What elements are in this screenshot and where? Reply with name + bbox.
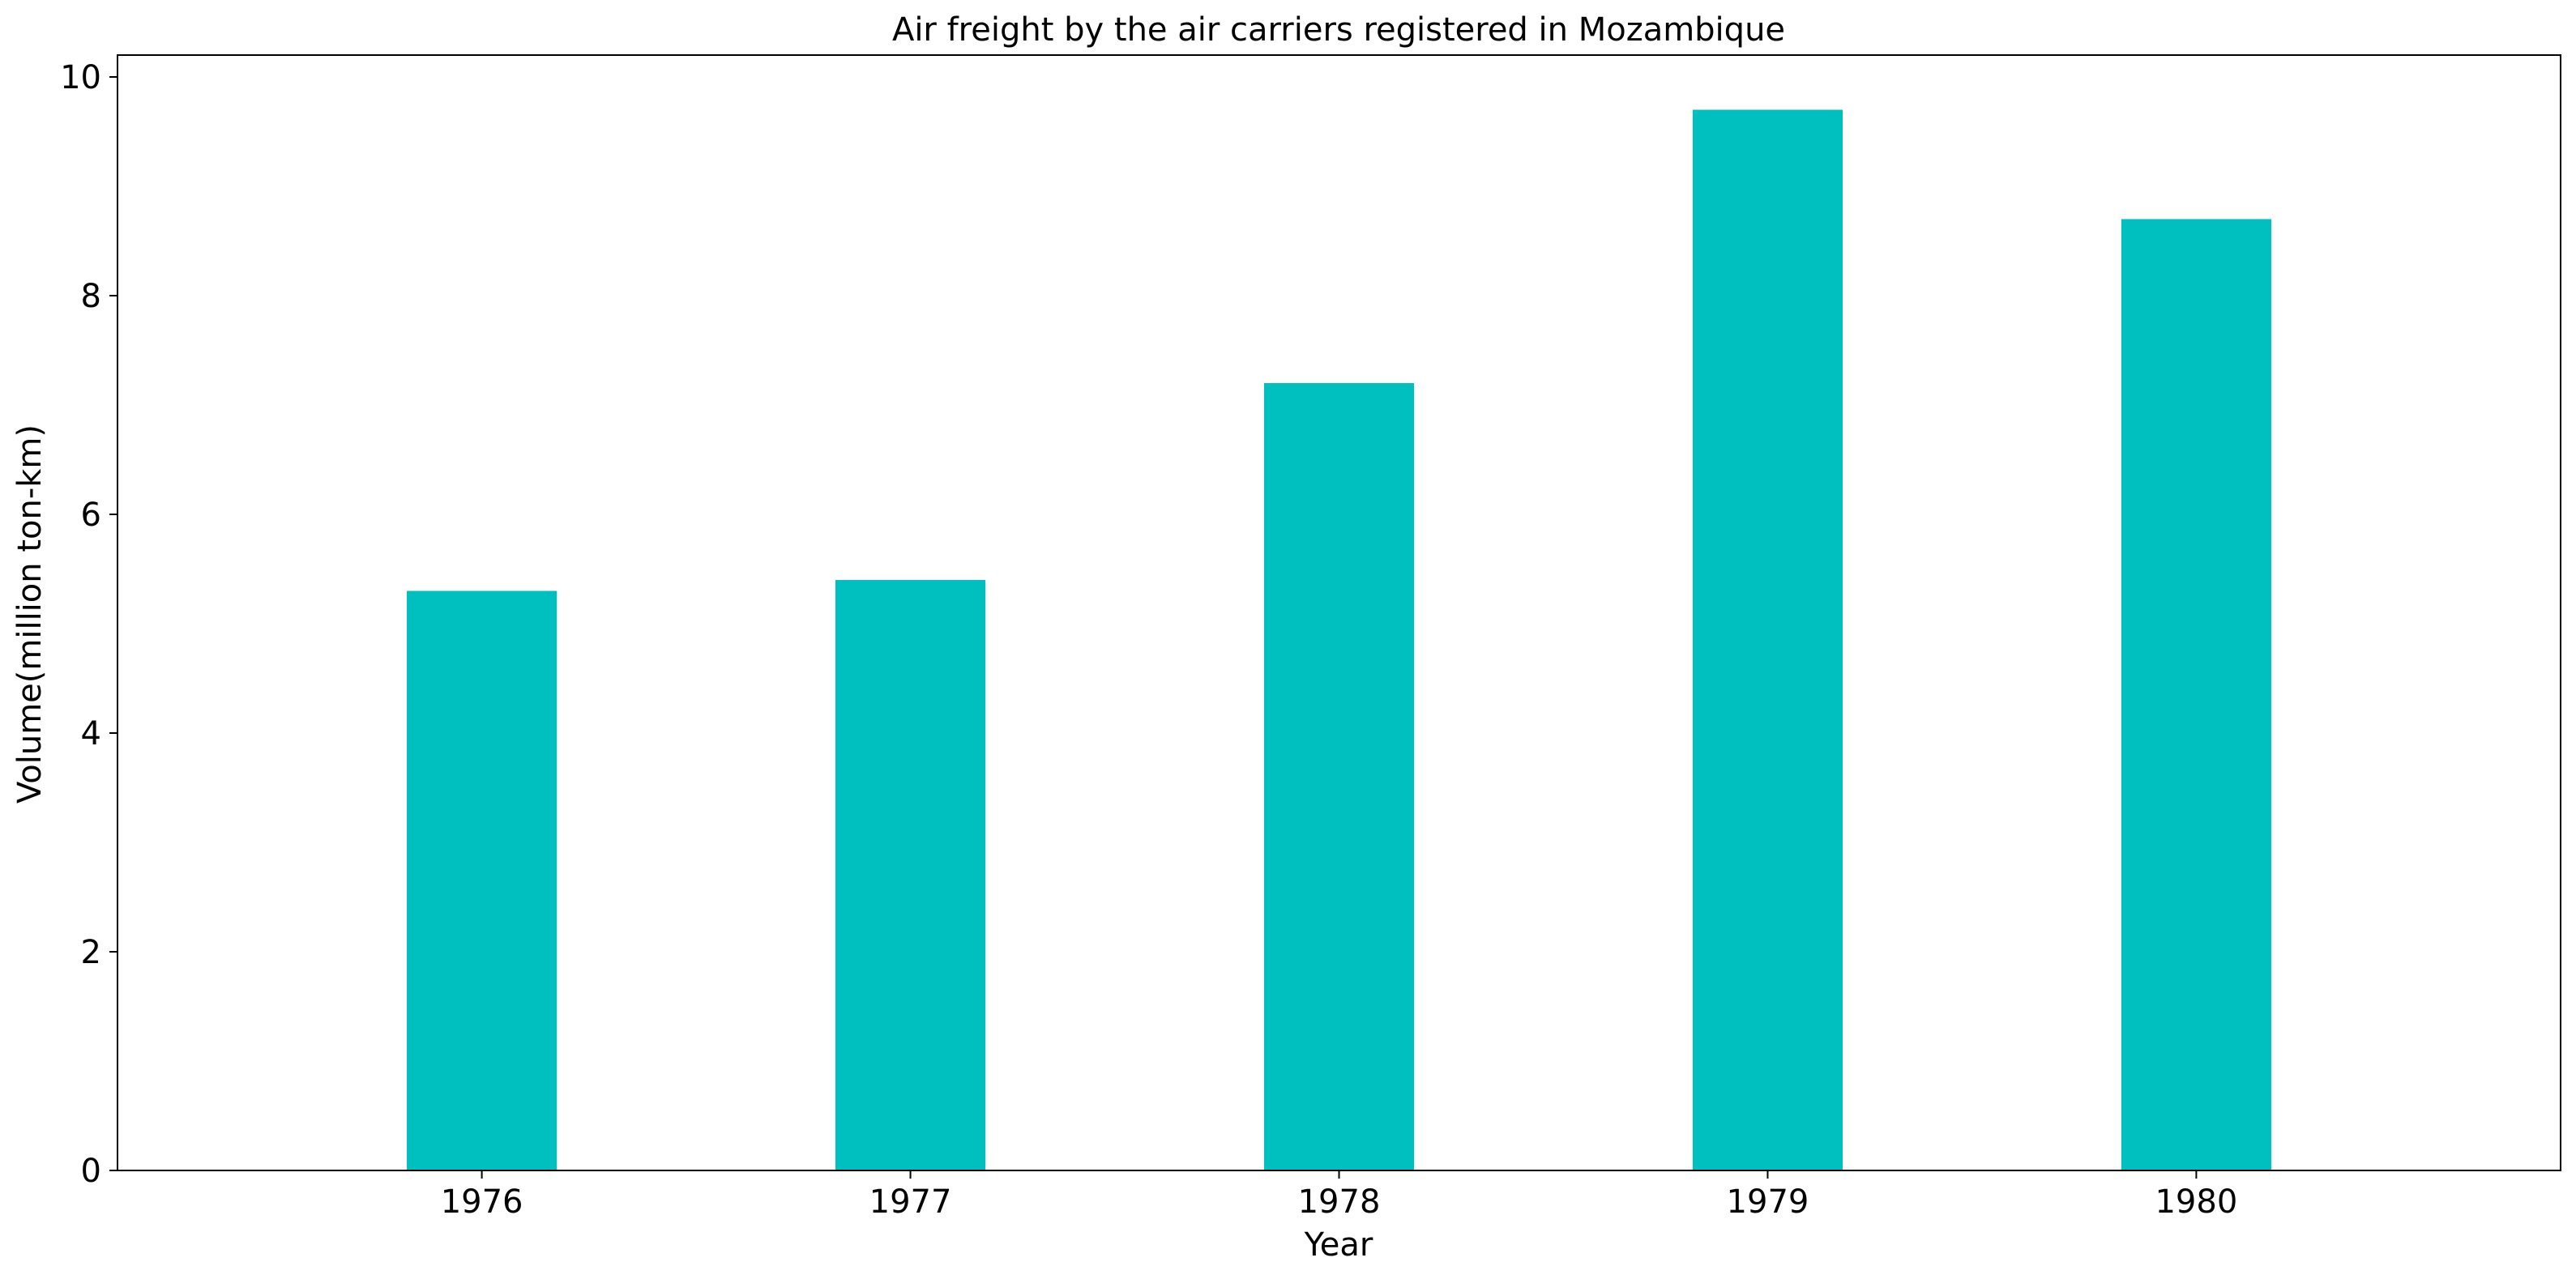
x-axis-ticks: 1976 1977 1978 1979 1980 [441,1170,2237,1221]
bars-layer [407,109,2271,1170]
y-tick-label: 8 [81,278,101,315]
chart-title: Air freight by the air carriers register… [892,11,1785,49]
x-tick-label: 1979 [1727,1183,1809,1221]
y-tick-label: 4 [81,715,101,752]
y-axis-ticks: 0 2 4 6 8 10 [60,59,117,1190]
bar-1976 [407,590,557,1170]
y-tick-label: 2 [81,934,101,971]
bar-1978 [1263,383,1415,1170]
x-tick-label: 1977 [869,1183,952,1221]
x-tick-label: 1978 [1298,1183,1381,1221]
bar-1977 [835,580,986,1170]
bar-1979 [1692,109,1843,1170]
x-tick-label: 1976 [441,1183,523,1221]
x-tick-label: 1980 [2155,1183,2237,1221]
y-axis-label: Volume(million ton-km) [11,424,49,804]
y-tick-label: 10 [60,59,101,96]
y-tick-label: 6 [81,497,101,534]
bar-1980 [2121,219,2271,1170]
x-axis-label: Year [1304,1226,1373,1264]
y-tick-label: 0 [81,1153,101,1190]
